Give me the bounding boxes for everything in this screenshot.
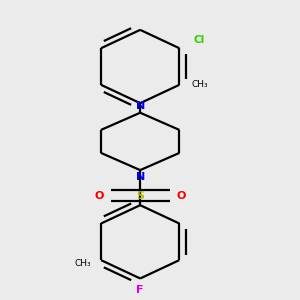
Text: O: O <box>94 190 104 201</box>
Text: CH₃: CH₃ <box>191 80 208 89</box>
Text: Cl: Cl <box>193 35 204 45</box>
Text: N: N <box>136 101 145 111</box>
Text: S: S <box>136 190 144 201</box>
Text: F: F <box>136 285 144 295</box>
Text: O: O <box>177 190 186 201</box>
Text: N: N <box>136 172 145 182</box>
Text: CH₃: CH₃ <box>75 259 91 268</box>
